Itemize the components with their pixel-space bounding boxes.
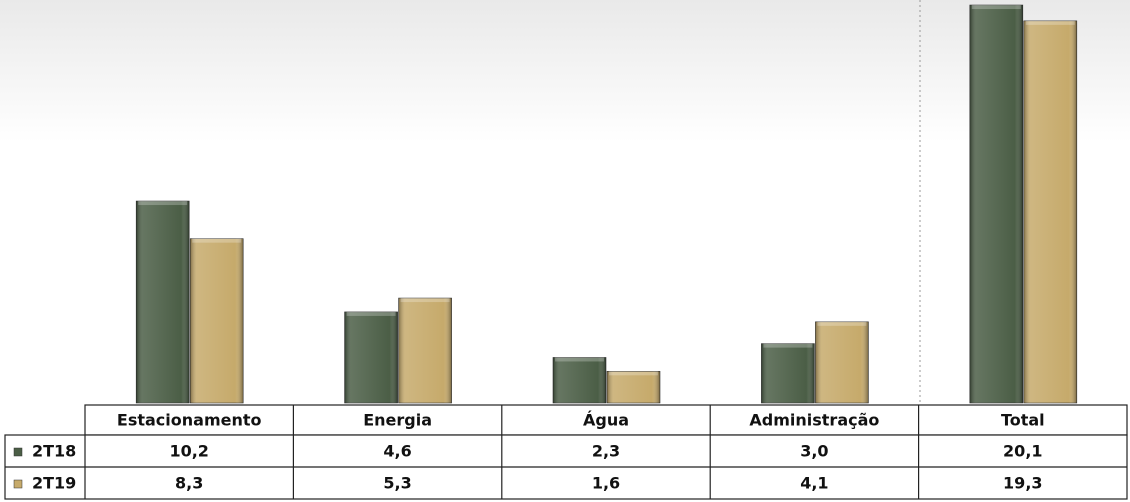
bar-top (555, 357, 604, 362)
bar-shade (136, 201, 190, 403)
category-label: Estacionamento (117, 411, 262, 430)
bar-top (609, 371, 658, 376)
table-header (84, 404, 1128, 436)
bar-shade (190, 238, 244, 403)
bar-shade (553, 357, 606, 403)
bar (344, 311, 398, 404)
value-label: 10,2 (169, 442, 208, 461)
bar (1023, 20, 1078, 404)
category-label: Água (583, 411, 629, 430)
value-label: 2,3 (592, 442, 620, 461)
bar (815, 321, 869, 404)
bar-top (763, 343, 813, 348)
value-label: 1,6 (592, 474, 620, 493)
bar-shade (815, 321, 869, 403)
category-label: Total (1001, 411, 1045, 430)
bar-top (971, 5, 1021, 10)
legend-swatch (13, 447, 23, 457)
value-label: 4,6 (383, 442, 411, 461)
bar-shade (398, 298, 452, 403)
bar-shade (607, 371, 660, 403)
bar-shade (969, 5, 1023, 404)
legend-label: 2T18 (32, 442, 76, 461)
bar-shade (761, 343, 815, 403)
category-label: Administração (749, 411, 879, 430)
legend-label: 2T19 (32, 474, 76, 493)
bar (969, 4, 1024, 404)
bar-top (192, 238, 242, 243)
value-label: 20,1 (1003, 442, 1042, 461)
bar-shade (344, 311, 398, 403)
bar-top (400, 298, 450, 303)
value-label: 4,1 (800, 474, 828, 493)
bar-shade (1023, 20, 1077, 404)
category-label: Energia (363, 411, 432, 430)
bar (398, 297, 452, 404)
legend-swatch (13, 479, 23, 489)
value-label: 8,3 (175, 474, 203, 493)
value-label: 19,3 (1003, 474, 1042, 493)
bar-top (1025, 20, 1075, 25)
bar (135, 200, 190, 404)
value-label: 5,3 (383, 474, 411, 493)
value-label: 3,0 (800, 442, 828, 461)
bar-top (138, 201, 188, 206)
bar (552, 357, 607, 404)
bar (761, 343, 815, 404)
bar (606, 371, 661, 404)
data-table (4, 404, 1128, 500)
bar (189, 238, 244, 404)
bar-top (817, 321, 867, 326)
bar-top (346, 311, 396, 316)
